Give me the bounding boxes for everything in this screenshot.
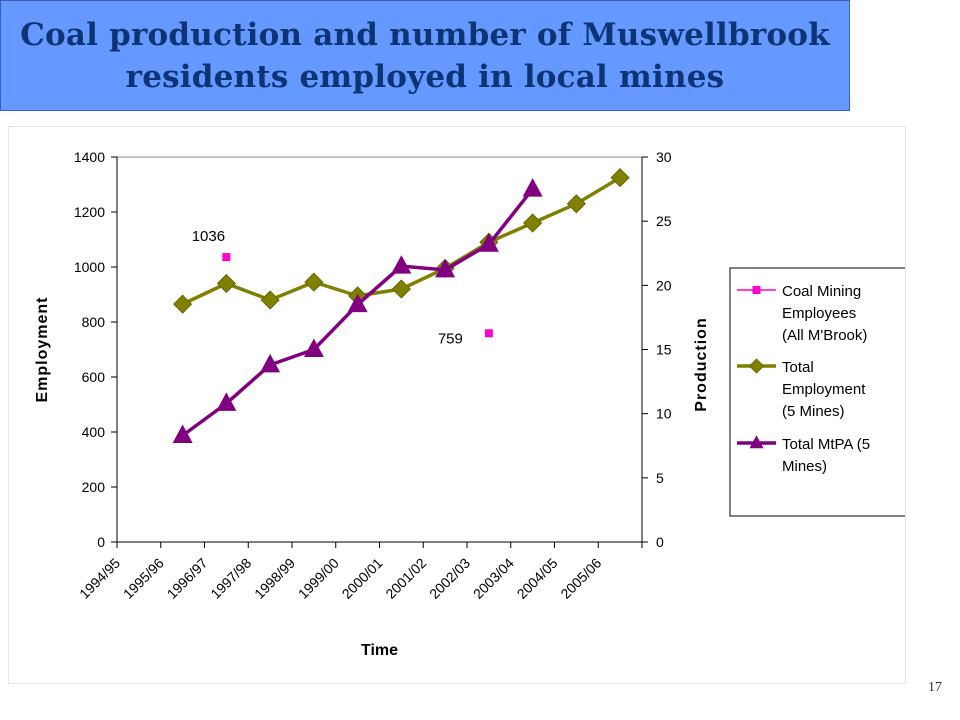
legend-label-coal-mining-employees: Coal Mining bbox=[782, 283, 861, 300]
point-total-mtpa bbox=[172, 424, 193, 443]
y-tick-label: 1200 bbox=[74, 204, 105, 220]
slide-title-box: Coal production and number of Muswellbro… bbox=[0, 0, 850, 111]
y-tick-label: 1400 bbox=[74, 149, 105, 165]
legend-label-coal-mining-employees: Employees bbox=[782, 305, 856, 322]
point-total-mtpa bbox=[216, 392, 237, 411]
data-label: 1036 bbox=[192, 228, 225, 245]
chart-panel: 0 200 400 600 800 1000 1200 1400 0 5 10 15 20 25 30 199… bbox=[8, 126, 907, 684]
plot-area bbox=[116, 156, 643, 543]
point-total-employment bbox=[523, 213, 543, 233]
y-axis-title: Employment bbox=[34, 296, 51, 402]
y-tick-label: 600 bbox=[82, 369, 106, 385]
point-total-employment bbox=[216, 273, 236, 294]
y2-tick-label: 30 bbox=[656, 149, 672, 165]
point-total-mtpa bbox=[391, 255, 412, 274]
y-tick-label: 0 bbox=[97, 534, 105, 550]
y-tick-label: 200 bbox=[82, 479, 106, 495]
y2-axis-title: Production bbox=[693, 317, 710, 411]
slide-title-line-2: residents employed in local mines bbox=[125, 58, 725, 95]
y2-tick-label: 20 bbox=[656, 277, 672, 293]
legend-swatch-marker-coal-mining-employees bbox=[752, 286, 761, 294]
x-tick-label: 1995/96 bbox=[120, 555, 167, 602]
y2-tick-label: 25 bbox=[656, 213, 672, 229]
y2-tick-label: 0 bbox=[656, 534, 664, 550]
x-tick-label: 1998/99 bbox=[251, 555, 298, 602]
point-total-mtpa bbox=[347, 293, 368, 313]
x-axis-title: Time bbox=[361, 642, 398, 659]
legend-label-total-mtpa: Total MtPA (5 bbox=[782, 436, 870, 453]
x-tick-label: 1997/98 bbox=[207, 555, 254, 602]
point-coal-mining-employees bbox=[222, 253, 231, 262]
point-total-employment bbox=[610, 168, 630, 188]
point-total-mtpa bbox=[435, 258, 456, 278]
legend-label-coal-mining-employees: (All M'Brook) bbox=[782, 327, 867, 344]
point-total-mtpa bbox=[522, 178, 543, 197]
y2-tick-label: 15 bbox=[656, 342, 672, 358]
slide-number: 17 bbox=[928, 680, 942, 695]
legend-label-total-employment: Employment bbox=[782, 381, 866, 398]
point-total-mtpa bbox=[303, 338, 324, 357]
point-total-employment bbox=[260, 290, 280, 310]
x-tick-label: 1999/00 bbox=[295, 555, 342, 602]
y-tick-label: 400 bbox=[82, 424, 106, 440]
slide-title-line-1: Coal production and number of Muswellbro… bbox=[20, 16, 830, 53]
legend-swatch-marker-total-employment bbox=[748, 358, 765, 374]
y-tick-label: 800 bbox=[82, 314, 106, 330]
point-total-employment bbox=[566, 194, 586, 214]
legend-label-total-employment: (5 Mines) bbox=[782, 403, 845, 420]
x-tick-label: 2000/01 bbox=[339, 555, 386, 602]
point-total-mtpa bbox=[260, 353, 281, 373]
y-tick-label: 1000 bbox=[74, 259, 105, 275]
legend-label-total-mtpa: Mines) bbox=[782, 458, 827, 475]
x-tick-label: 1994/95 bbox=[76, 555, 123, 602]
y2-tick-label: 5 bbox=[656, 470, 664, 486]
point-coal-mining-employees bbox=[484, 329, 493, 338]
point-total-employment bbox=[173, 294, 193, 314]
x-tick-label: 1996/97 bbox=[164, 555, 211, 602]
point-total-employment bbox=[304, 272, 324, 292]
data-label: 759 bbox=[438, 330, 463, 347]
x-tick-label: 2002/03 bbox=[426, 555, 473, 602]
chart-svg: 0 200 400 600 800 1000 1200 1400 0 5 10 15 20 25 30 199… bbox=[34, 149, 907, 659]
x-tick-label: 2001/02 bbox=[382, 555, 429, 602]
legend-label-total-employment: Total bbox=[782, 359, 814, 376]
x-tick-label: 2003/04 bbox=[470, 555, 517, 602]
y2-tick-label: 10 bbox=[656, 406, 672, 422]
legend-swatch-marker-total-mtpa bbox=[749, 435, 764, 449]
point-total-mtpa bbox=[478, 233, 499, 252]
legend-box bbox=[729, 267, 907, 517]
x-tick-label: 2005/06 bbox=[557, 555, 604, 602]
point-total-employment bbox=[391, 279, 411, 299]
x-tick-label: 2004/05 bbox=[514, 555, 561, 602]
